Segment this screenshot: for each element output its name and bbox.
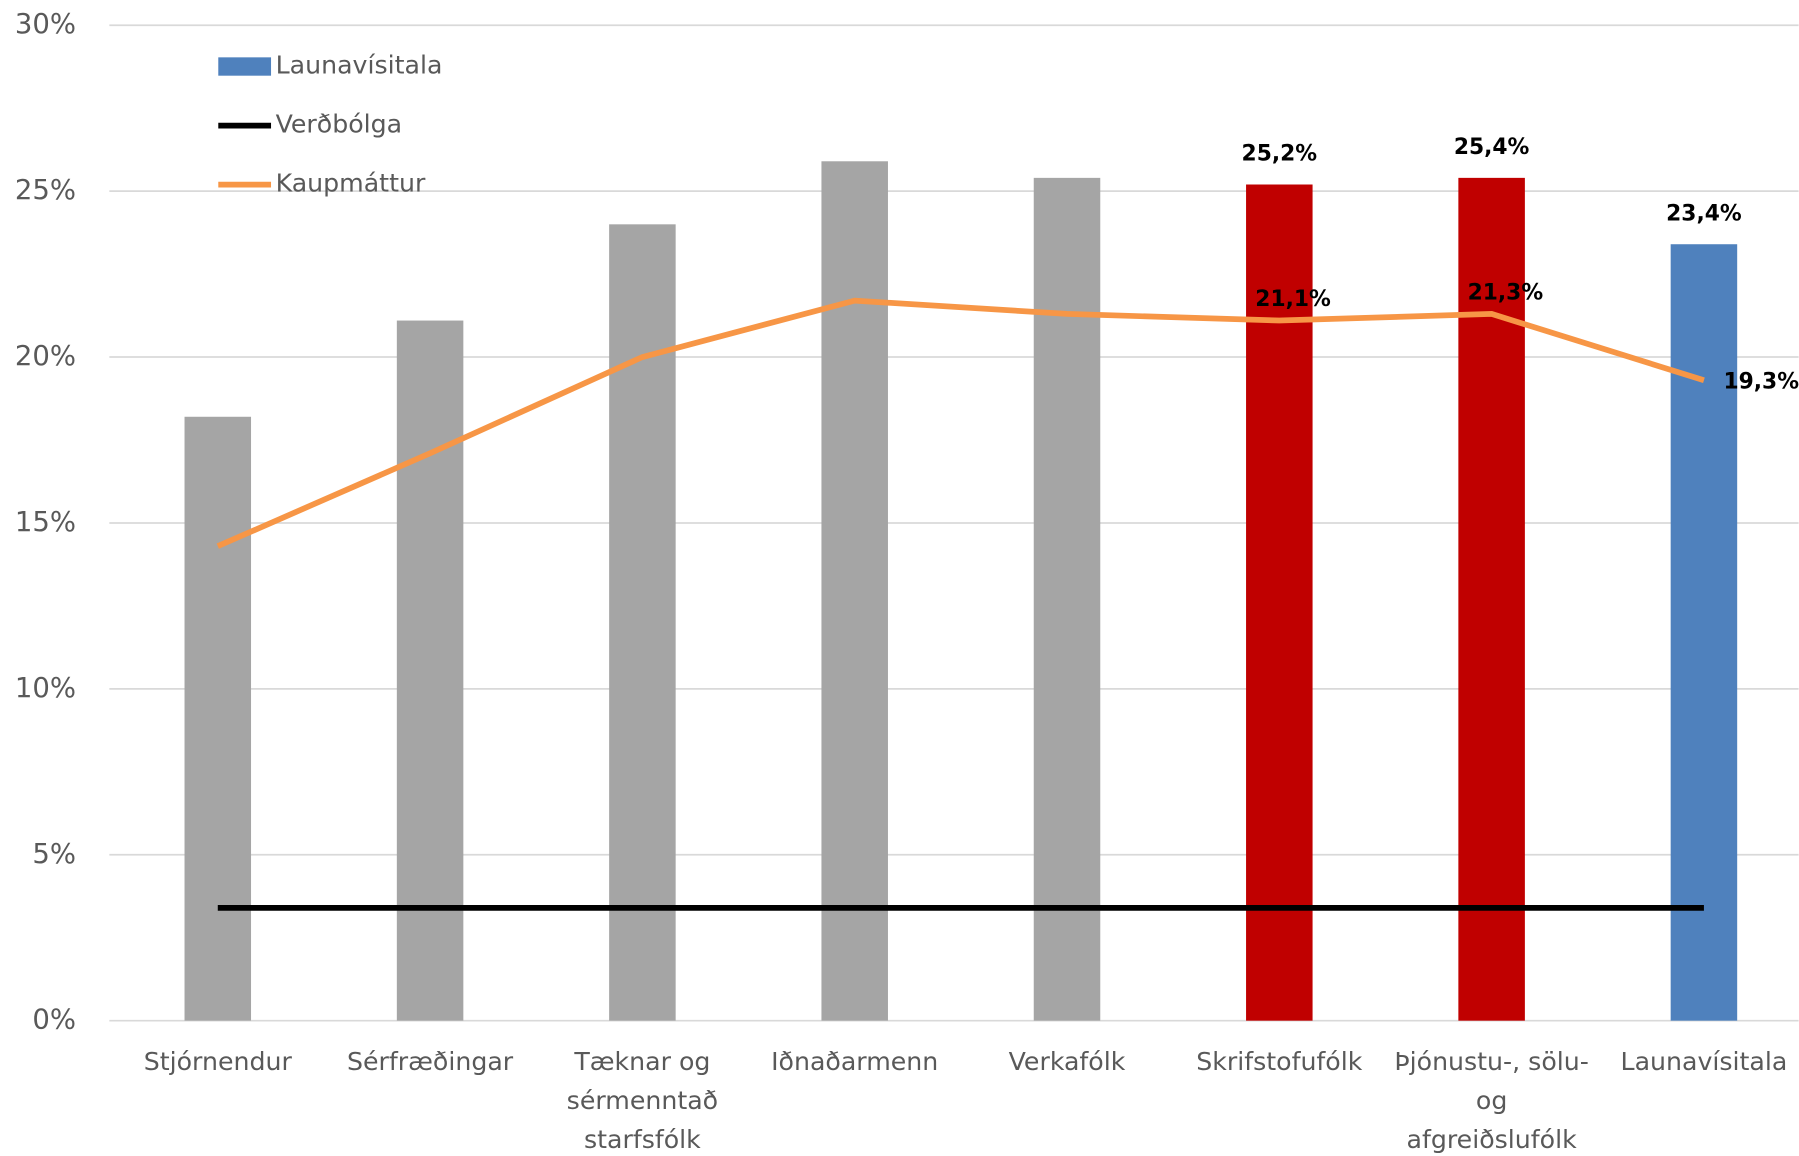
y-tick-label: 30% (15, 8, 76, 40)
chart: 0% 5% 10% 15% 20% 25% 30% Stjórnendur Sérfræðing… (0, 0, 1799, 1156)
y-tick-label: 25% (15, 174, 76, 206)
x-tick-label: Verkafólk (1009, 1047, 1126, 1076)
x-tick-label: Iðnaðarmenn (771, 1047, 938, 1076)
legend-label: Kaupmáttur (276, 169, 426, 198)
data-label: 25,2% (1242, 142, 1318, 167)
x-tick-label: Skrifstofufólk (1196, 1047, 1362, 1076)
bar (821, 161, 888, 1020)
page: 0% 5% 10% 15% 20% 25% 30% Stjórnendur Sérfræðing… (0, 0, 1799, 1156)
bar (609, 224, 676, 1020)
y-tick-label: 20% (15, 340, 76, 372)
data-label: 23,4% (1666, 201, 1742, 226)
data-label: 19,3% (1724, 370, 1799, 395)
data-label: 21,3% (1468, 280, 1544, 305)
legend-label: Verðbólga (276, 110, 403, 139)
y-tick-label: 0% (32, 1004, 76, 1036)
x-tick-label: Sérfræðingar (347, 1047, 514, 1076)
data-label: 21,1% (1255, 287, 1331, 312)
legend-swatch (218, 57, 271, 75)
x-tick-label: Launavísitala (1621, 1047, 1788, 1076)
legend-label: Launavísitala (276, 51, 443, 80)
data-label: 25,4% (1454, 135, 1530, 160)
y-tick-label: 10% (15, 672, 76, 704)
y-tick-label: 15% (15, 506, 76, 538)
bar (1671, 244, 1738, 1020)
y-tick-label: 5% (32, 838, 76, 870)
bar (397, 321, 464, 1021)
bar (185, 417, 252, 1021)
x-tick-label: Stjórnendur (144, 1047, 293, 1076)
bar (1034, 178, 1101, 1021)
